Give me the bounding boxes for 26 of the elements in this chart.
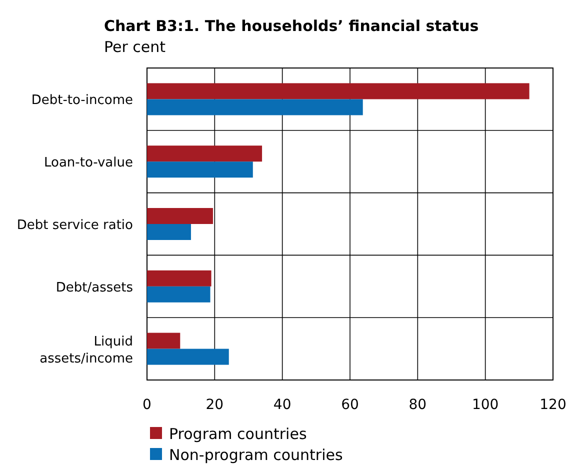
y-tick-label: Loan-to-value: [44, 156, 133, 171]
x-tick-label: 40: [273, 397, 292, 413]
y-tick-label: Debt service ratio: [16, 218, 134, 233]
y-tick-label: Liquid assets/income: [40, 334, 133, 366]
bar: [147, 146, 262, 162]
x-tick-label: 100: [472, 397, 499, 413]
x-tick-label: 20: [206, 397, 224, 413]
y-tick-label: Debt-to-income: [31, 93, 133, 108]
bar: [147, 270, 212, 286]
chart-title: Chart B3:1. The households’ financial status: [104, 17, 479, 35]
bar: [147, 332, 180, 349]
x-tick-label: 120: [540, 397, 566, 413]
y-tick-label: Debt/assets: [56, 280, 134, 296]
bar: [147, 286, 210, 302]
bar: [147, 348, 229, 365]
chart-subtitle: Per cent: [104, 38, 166, 56]
x-tick-label: 60: [341, 397, 359, 413]
legend-label: Non-program countries: [169, 446, 343, 464]
bar: [147, 83, 530, 100]
bar: [147, 162, 253, 178]
bar: [147, 224, 191, 240]
legend-label: Program countries: [169, 425, 307, 443]
x-tick-label: 80: [408, 397, 427, 413]
x-tick-label: 0: [142, 397, 152, 413]
bar: [147, 208, 213, 224]
bar: [147, 99, 363, 116]
